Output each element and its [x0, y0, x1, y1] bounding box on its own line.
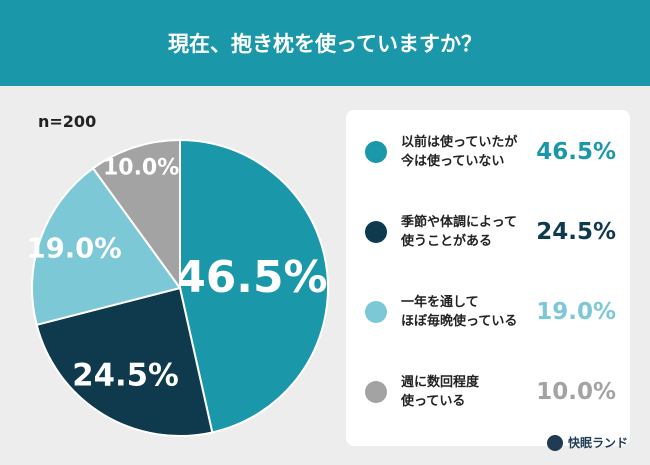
- pie-slice: [179, 138, 329, 434]
- brand-name: 快眠ランド: [567, 436, 628, 450]
- pie-slice: [31, 166, 182, 327]
- brand: 快眠ランド: [546, 434, 628, 451]
- slice-label: 24.5%: [72, 358, 178, 393]
- legend-value: 24.5%: [536, 219, 616, 245]
- sample-size: n=200: [38, 112, 97, 131]
- slice-label: 19.0%: [27, 233, 122, 264]
- legend-item: 季節や体調によって 使うことがある 24.5%: [346, 202, 630, 262]
- legend-label: 以前は使っていたが 今は使っていない: [401, 135, 518, 169]
- legend-label: 週に数回程度 使っている: [401, 375, 480, 409]
- slice-label: 10.0%: [103, 155, 179, 180]
- legend-item: 以前は使っていたが 今は使っていない 46.5%: [346, 122, 630, 182]
- slice-label: 46.5%: [175, 252, 327, 303]
- legend-swatch: [365, 301, 387, 323]
- legend-value: 10.0%: [536, 379, 616, 405]
- header: 現在、抱き枕を使っていますか？: [0, 0, 650, 86]
- legend-value: 19.0%: [536, 299, 616, 325]
- brand-icon: [546, 434, 563, 451]
- legend-label: 一年を通して ほぼ毎晩使っている: [401, 295, 518, 329]
- pie-slice: [35, 286, 214, 437]
- legend-swatch: [365, 381, 387, 403]
- pie-slice: [91, 138, 181, 292]
- legend-swatch: [365, 221, 387, 243]
- legend-item: 一年を通して ほぼ毎晩使っている 19.0%: [346, 282, 630, 342]
- legend: 以前は使っていたが 今は使っていない 46.5% 季節や体調によって 使うことがある…: [346, 110, 630, 446]
- legend-item: 週に数回程度 使っている 10.0%: [346, 362, 630, 422]
- legend-value: 46.5%: [536, 139, 616, 165]
- legend-swatch: [365, 141, 387, 163]
- legend-label: 季節や体調によって 使うことがある: [401, 215, 517, 249]
